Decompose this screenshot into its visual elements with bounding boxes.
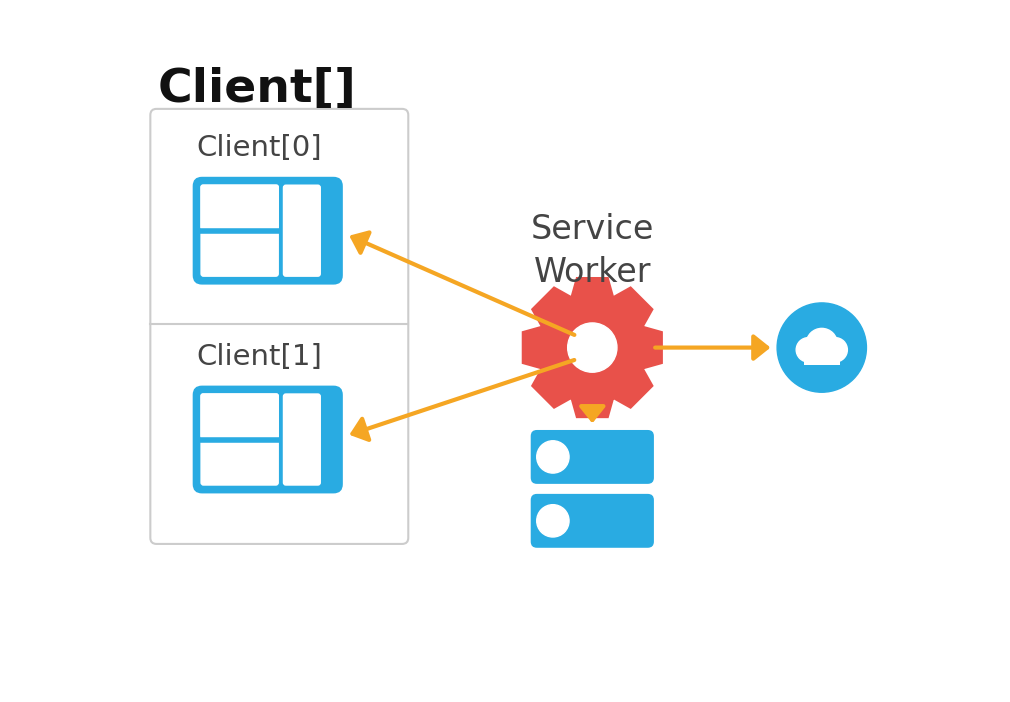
FancyBboxPatch shape — [804, 351, 839, 364]
FancyBboxPatch shape — [200, 185, 279, 277]
Text: Client[0]: Client[0] — [197, 135, 322, 162]
Circle shape — [536, 441, 569, 473]
Circle shape — [823, 338, 847, 362]
Text: Client[]: Client[] — [158, 67, 357, 112]
Circle shape — [806, 329, 837, 359]
FancyBboxPatch shape — [283, 185, 321, 277]
FancyBboxPatch shape — [530, 494, 653, 548]
Circle shape — [538, 293, 646, 402]
FancyBboxPatch shape — [283, 393, 321, 486]
FancyBboxPatch shape — [530, 430, 653, 484]
FancyBboxPatch shape — [200, 185, 279, 229]
FancyBboxPatch shape — [150, 109, 408, 544]
FancyBboxPatch shape — [193, 177, 342, 284]
FancyBboxPatch shape — [200, 393, 279, 438]
Text: Service
Worker: Service Worker — [530, 213, 654, 289]
Polygon shape — [523, 279, 662, 417]
Circle shape — [777, 303, 867, 392]
FancyBboxPatch shape — [200, 393, 279, 486]
Circle shape — [796, 338, 820, 362]
Circle shape — [568, 323, 617, 372]
Text: Client[1]: Client[1] — [197, 343, 322, 371]
Circle shape — [536, 505, 569, 537]
FancyBboxPatch shape — [193, 385, 342, 494]
